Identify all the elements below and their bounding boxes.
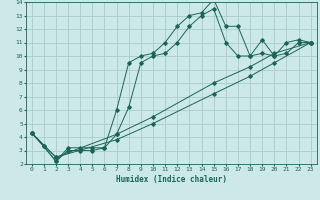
X-axis label: Humidex (Indice chaleur): Humidex (Indice chaleur): [116, 175, 227, 184]
